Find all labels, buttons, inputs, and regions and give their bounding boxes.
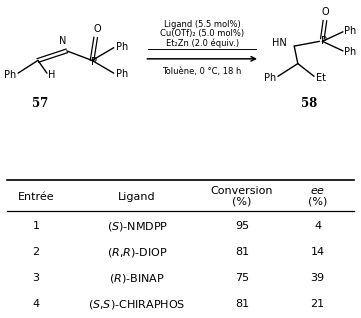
Text: Et₂Zn (2.0 équiv.): Et₂Zn (2.0 équiv.) [166,38,239,48]
Text: 4: 4 [314,221,321,231]
Text: Ligand (5.5 mol%): Ligand (5.5 mol%) [164,20,240,29]
Text: Ph: Ph [344,47,356,57]
Text: Et: Et [316,73,326,83]
Text: (%): (%) [308,197,327,207]
Text: 75: 75 [235,273,249,283]
Text: 2: 2 [32,247,40,257]
Text: 1: 1 [32,221,40,231]
Text: 81: 81 [235,299,249,309]
Text: $ee$: $ee$ [310,186,325,197]
Text: H: H [48,70,55,80]
Text: Ligand: Ligand [118,192,156,202]
Text: 39: 39 [310,273,325,283]
Text: Toluène, 0 °C, 18 h: Toluène, 0 °C, 18 h [162,67,242,76]
Text: ($\it{R}$,$\it{R}$)-DIOP: ($\it{R}$,$\it{R}$)-DIOP [107,246,168,259]
Text: 58: 58 [300,97,317,110]
Text: Ph: Ph [344,26,356,36]
Text: O: O [93,24,101,34]
Text: P: P [91,57,97,67]
Text: HN: HN [271,38,286,48]
Text: ($\it{S}$,$\it{S}$)-CHIRAPHOS: ($\it{S}$,$\it{S}$)-CHIRAPHOS [88,298,186,311]
Text: P: P [321,36,327,46]
Text: 4: 4 [32,299,40,309]
Text: ($\it{S}$)-NMDPP: ($\it{S}$)-NMDPP [106,220,168,232]
Text: O: O [321,7,329,17]
Text: ($\it{R}$)-BINAP: ($\it{R}$)-BINAP [109,272,165,285]
Text: (%): (%) [232,197,252,207]
Text: Cu(OTf)₂ (5.0 mol%): Cu(OTf)₂ (5.0 mol%) [160,29,244,38]
Text: Ph: Ph [264,73,276,83]
Text: Ph: Ph [4,70,16,80]
Text: 14: 14 [310,247,325,257]
Text: 3: 3 [32,273,40,283]
Text: Ph: Ph [116,42,128,52]
Text: 81: 81 [235,247,249,257]
Text: 95: 95 [235,221,249,231]
Text: Conversion: Conversion [210,186,273,197]
Text: Entrée: Entrée [18,192,55,202]
Text: N: N [60,36,67,46]
Text: 57: 57 [31,97,48,110]
Text: Ph: Ph [116,69,128,79]
Text: 21: 21 [310,299,325,309]
